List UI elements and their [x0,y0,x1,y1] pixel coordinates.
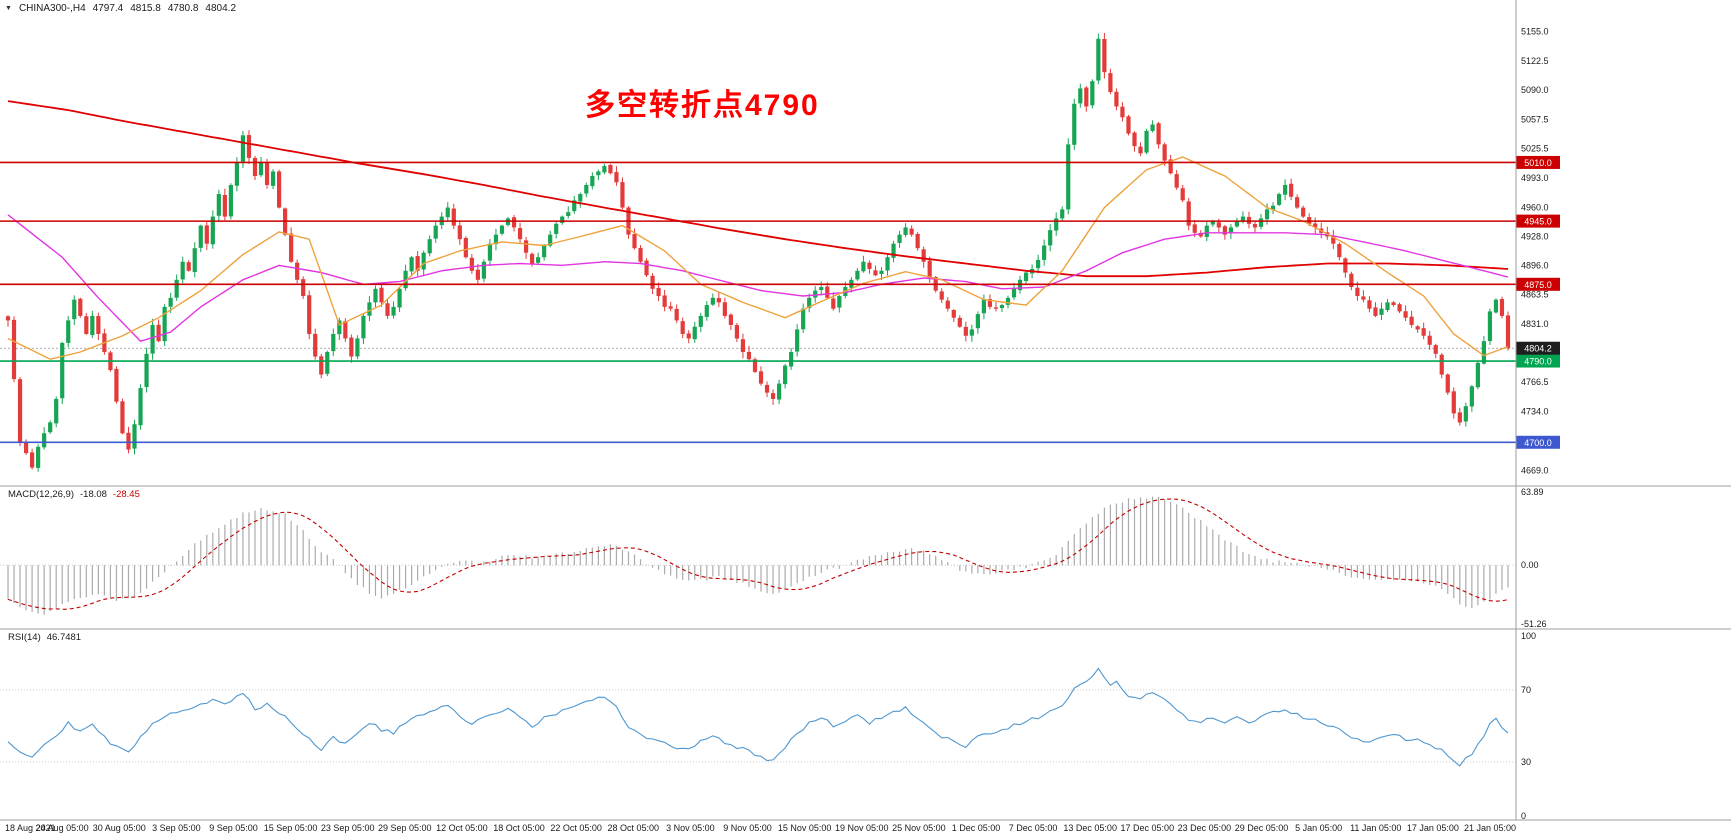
svg-text:30 Aug 05:00: 30 Aug 05:00 [93,823,146,833]
svg-text:5090.0: 5090.0 [1521,85,1549,95]
pane-separators [0,0,1731,821]
svg-text:9 Nov 05:00: 9 Nov 05:00 [723,823,772,833]
svg-text:4875.0: 4875.0 [1524,280,1552,290]
svg-text:4945.0: 4945.0 [1524,217,1552,227]
svg-text:3 Nov 05:00: 3 Nov 05:00 [666,823,715,833]
svg-text:17 Dec 05:00: 17 Dec 05:00 [1121,823,1175,833]
ma-slow-line [7,100,1509,278]
level-line-5010.0[interactable]: 5010.0 [0,155,1560,169]
open-value: 4797.4 [92,3,124,14]
level-line-4700.0[interactable]: 4700.0 [0,435,1560,449]
rsi-indicator-label: RSI(14) 46.7481 [8,632,81,643]
macd-pane [0,496,1516,615]
svg-text:4766.5: 4766.5 [1521,377,1549,387]
ma-fast-line [7,156,1509,360]
svg-text:4831.0: 4831.0 [1521,319,1549,329]
svg-text:4896.0: 4896.0 [1521,260,1549,270]
svg-text:19 Nov 05:00: 19 Nov 05:00 [835,823,889,833]
close-value: 4804.2 [205,3,237,14]
ma-mid-line [7,214,1509,342]
rsi-pane [0,667,1516,767]
chart-annotation-text: 多空转折点4790 [585,89,820,122]
svg-text:-51.26: -51.26 [1521,619,1547,629]
svg-text:29 Sep 05:00: 29 Sep 05:00 [378,823,432,833]
svg-text:11 Jan 05:00: 11 Jan 05:00 [1350,823,1401,833]
svg-text:24 Aug 05:00: 24 Aug 05:00 [36,823,89,833]
svg-text:29 Dec 05:00: 29 Dec 05:00 [1235,823,1289,833]
svg-text:18 Oct 05:00: 18 Oct 05:00 [493,823,545,833]
svg-text:5010.0: 5010.0 [1524,158,1552,168]
svg-text:4960.0: 4960.0 [1521,203,1549,213]
svg-text:18 Aug 2021: 18 Aug 2021 [5,823,56,833]
svg-text:5122.5: 5122.5 [1521,56,1549,66]
low-value: 4780.8 [167,3,199,14]
symbol-info-bar[interactable]: ▼ CHINA300-,H4 4797.4 4815.8 4780.8 4804… [5,3,236,14]
current-price-badge: 4804.2 [1516,341,1560,355]
svg-text:9 Sep 05:00: 9 Sep 05:00 [209,823,258,833]
svg-text:28 Oct 05:00: 28 Oct 05:00 [607,823,659,833]
candles-layer[interactable] [5,32,1511,472]
svg-text:23 Sep 05:00: 23 Sep 05:00 [321,823,375,833]
svg-text:63.89: 63.89 [1521,487,1544,497]
level-line-4790.0[interactable]: 4790.0 [0,354,1560,368]
svg-text:5025.5: 5025.5 [1521,143,1549,153]
svg-text:4804.2: 4804.2 [1524,344,1552,354]
macd-name: MACD(12,26,9) [8,489,74,500]
svg-text:4790.0: 4790.0 [1524,357,1552,367]
macd-signal-value: -28.45 [112,489,140,500]
svg-text:15 Nov 05:00: 15 Nov 05:00 [778,823,832,833]
svg-text:30: 30 [1521,757,1531,767]
svg-text:15 Sep 05:00: 15 Sep 05:00 [264,823,318,833]
svg-text:4993.0: 4993.0 [1521,173,1549,183]
svg-text:17 Jan 05:00: 17 Jan 05:00 [1407,823,1459,833]
rsi-name: RSI(14) [8,632,41,643]
svg-text:5155.0: 5155.0 [1521,27,1549,37]
macd-main-value: -18.08 [80,489,107,500]
svg-text:0.00: 0.00 [1521,560,1539,570]
svg-text:25 Nov 05:00: 25 Nov 05:00 [892,823,946,833]
svg-text:4669.0: 4669.0 [1521,465,1549,475]
svg-text:1 Dec 05:00: 1 Dec 05:00 [952,823,1001,833]
svg-text:13 Dec 05:00: 13 Dec 05:00 [1063,823,1117,833]
macd-axis-labels: 63.89 0.00 -51.26 [1521,487,1547,629]
svg-text:23 Dec 05:00: 23 Dec 05:00 [1178,823,1232,833]
high-value: 4815.8 [130,3,161,14]
svg-text:4700.0: 4700.0 [1524,438,1552,448]
svg-text:22 Oct 05:00: 22 Oct 05:00 [550,823,602,833]
rsi-axis-labels: 100 70 30 0 [1521,631,1536,821]
collapse-icon[interactable]: ▼ [5,5,12,12]
svg-text:7 Dec 05:00: 7 Dec 05:00 [1009,823,1058,833]
svg-text:5057.5: 5057.5 [1521,115,1549,125]
svg-text:3 Sep 05:00: 3 Sep 05:00 [152,823,201,833]
rsi-value: 46.7481 [46,632,82,643]
svg-text:21 Jan 05:00: 21 Jan 05:00 [1464,823,1516,833]
svg-text:12 Oct 05:00: 12 Oct 05:00 [436,823,488,833]
svg-text:4734.0: 4734.0 [1521,407,1549,417]
macd-indicator-label: MACD(12,26,9) -18.08 -28.45 [8,489,140,500]
symbol-timeframe-label: CHINA300-,H4 [18,3,86,14]
svg-text:4863.5: 4863.5 [1521,290,1549,300]
level-line-4945.0[interactable]: 4945.0 [0,214,1560,228]
svg-text:0: 0 [1521,811,1526,821]
svg-text:100: 100 [1521,631,1536,641]
price-axis-labels: 5155.0 5122.5 5090.0 5057.5 5025.5 4993.0 4960… [1521,27,1549,476]
level-line-4875.0[interactable]: 4875.0 [0,277,1560,291]
svg-text:70: 70 [1521,685,1531,695]
svg-text:4928.0: 4928.0 [1521,231,1549,241]
svg-text:5 Jan 05:00: 5 Jan 05:00 [1295,823,1342,833]
